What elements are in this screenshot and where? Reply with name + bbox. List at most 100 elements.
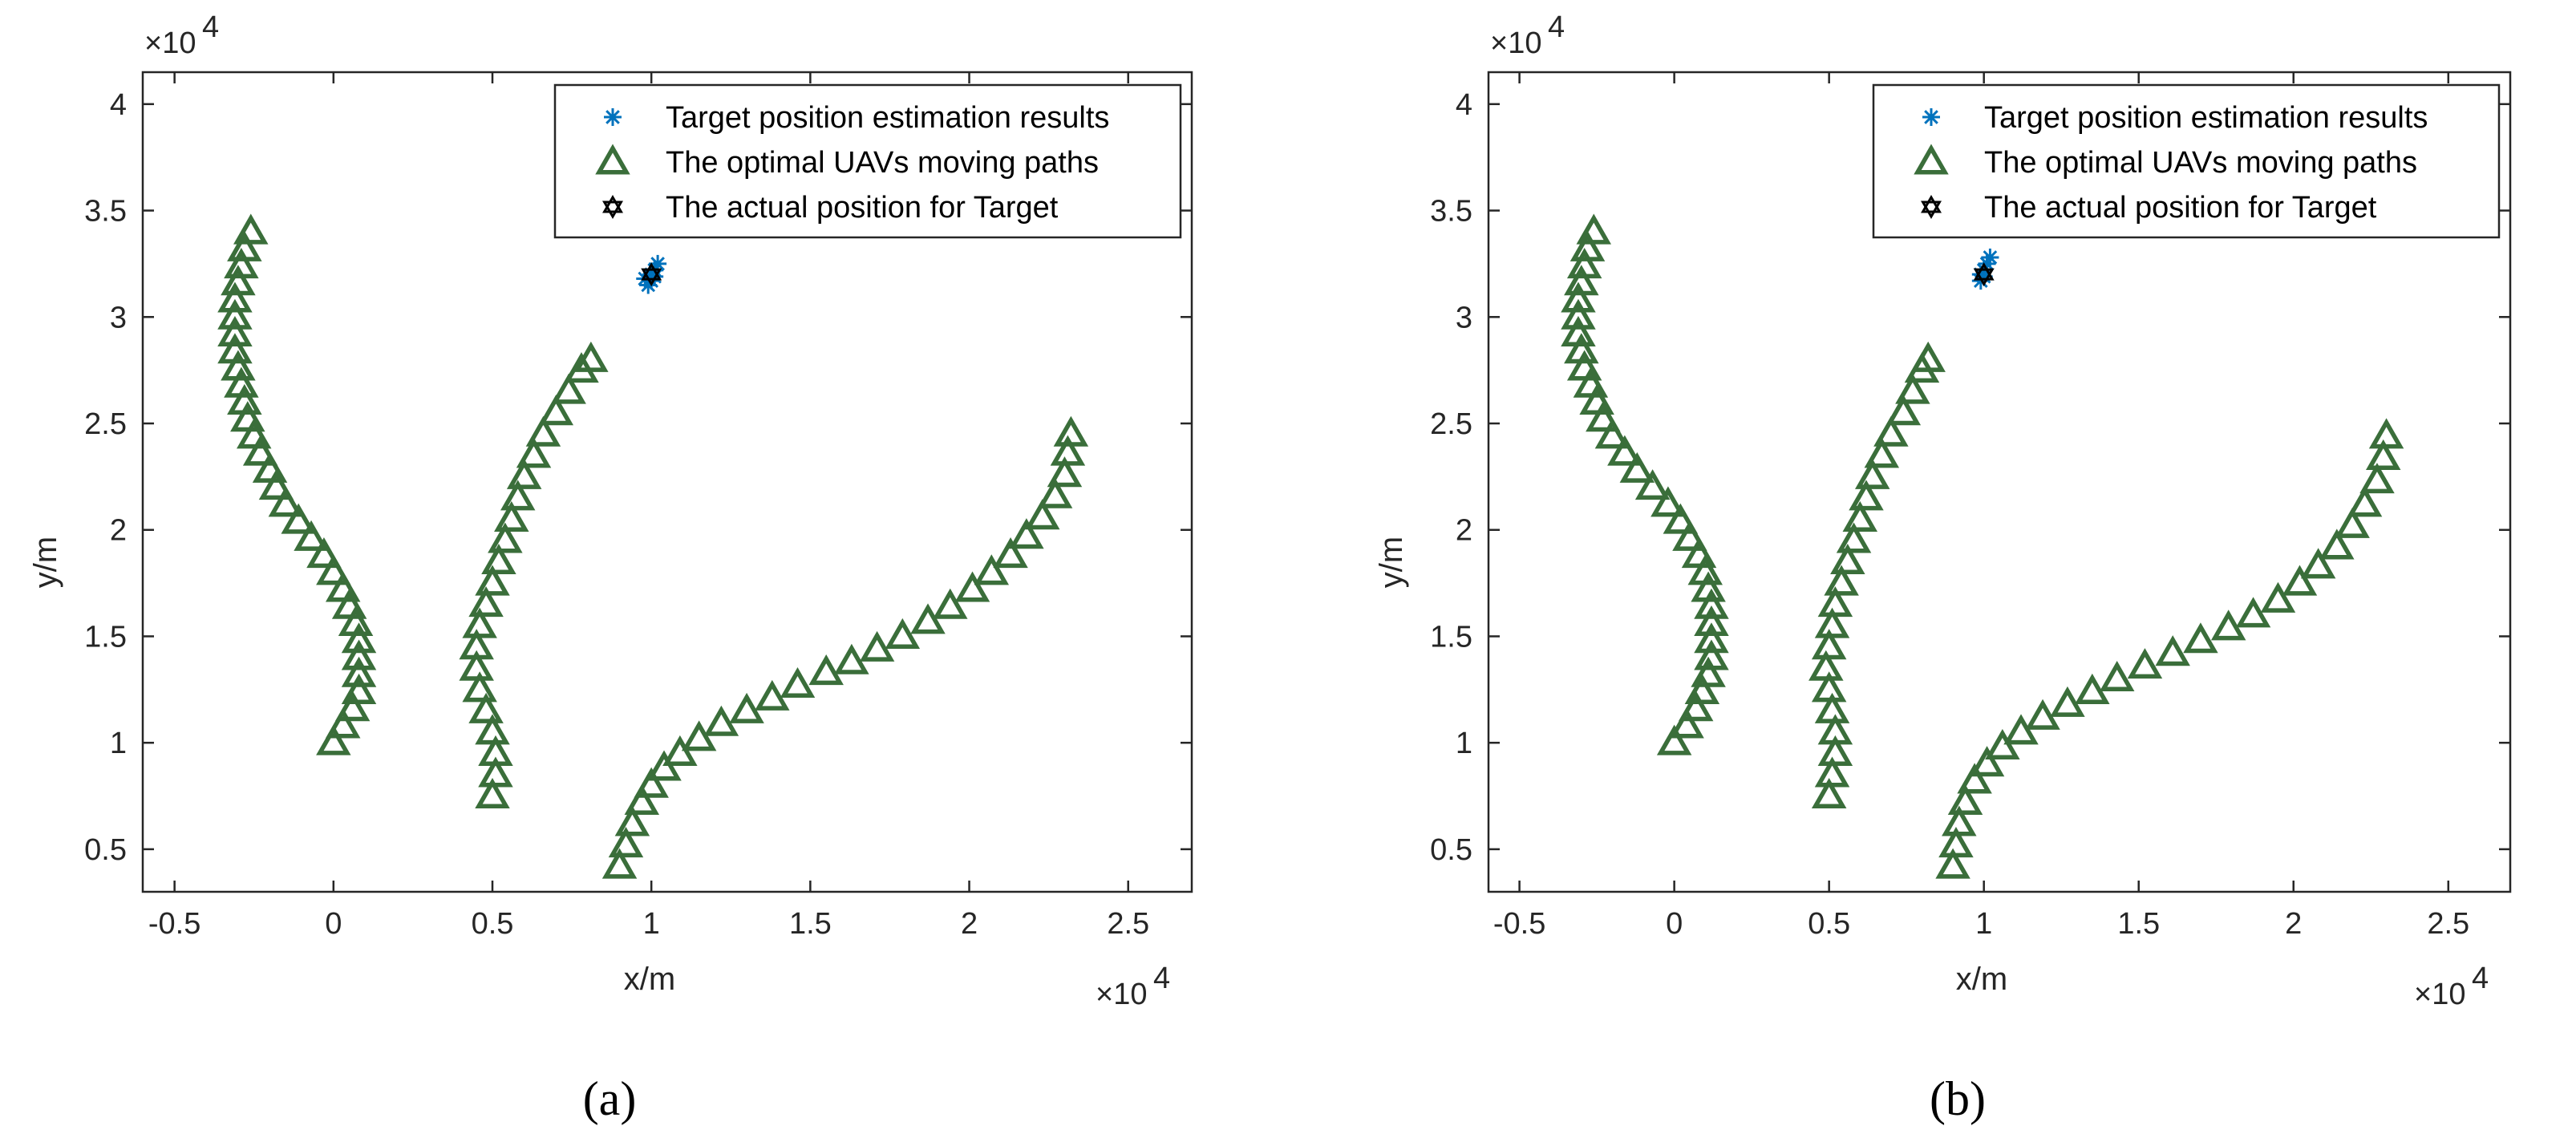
triangle-marker [233,213,269,245]
x-tick-label: 1 [643,907,660,941]
x-tick-label: 2 [961,907,978,941]
x-tick-label: 0.5 [1808,907,1850,941]
y-axis-label: y/m [28,537,63,588]
x-axis-label: x/m [624,962,675,997]
triangle-marker [217,315,253,347]
triangle-marker [475,565,510,596]
triangle-marker [230,401,265,432]
triangle-marker [1681,537,1717,569]
triangle-marker [1561,281,1596,313]
triangle-marker [1864,437,1900,468]
y-tick-label: 0.5 [84,833,127,867]
y-tick-label: 2.5 [1430,407,1472,441]
x-tick-label: 2.5 [2427,907,2469,941]
x-tick-label: 2 [2285,907,2302,941]
triangle-marker [2282,565,2318,596]
y-tick-label: 2.5 [84,407,127,441]
uav-path [1808,341,1946,809]
triangle-marker [1808,650,1844,681]
triangle-marker [2127,648,2163,679]
triangle-marker [2319,529,2355,560]
y-tick-label: 1.5 [84,620,127,654]
triangle-marker [2025,699,2060,730]
triangle-marker [1607,435,1642,466]
legend-entry-label: The optimal UAVs moving paths [666,146,1099,180]
y-tick-label: 3.5 [1430,195,1472,229]
triangle-marker [221,350,256,381]
triangle-marker [2099,661,2135,692]
triangle-marker [1691,571,1726,602]
triangle-marker [525,415,561,447]
triangle-marker [662,735,698,766]
triangle-marker [885,618,921,649]
triangle-marker [217,333,253,364]
triangle-marker [601,848,638,879]
triangle-marker [478,756,513,788]
panel-caption: (b) [1930,1072,1986,1125]
series-asterisk [636,254,667,294]
triangle-marker [2003,714,2039,745]
triangle-marker [1579,383,1614,415]
triangle-marker [573,341,609,372]
triangle-marker [1024,499,1060,530]
triangle-marker [1811,629,1847,660]
triangle-marker [258,469,294,500]
uav-path [601,415,1089,879]
triangle-marker [1895,373,1930,404]
triangle-marker [500,480,536,511]
triangle-marker [1586,401,1621,432]
triangle-marker [2300,548,2336,579]
y-tick-label: 3 [1456,301,1472,334]
triangle-marker [1594,418,1630,449]
uav-path [459,341,609,809]
triangle-marker [1053,415,1089,447]
triangle-marker [1694,588,1729,619]
y-multiplier-exponent: 4 [202,10,219,44]
triangle-marker [1569,230,1606,261]
x-multiplier: ×10 [1096,978,1147,1011]
triangle-marker [281,503,316,534]
triangle-marker [2210,609,2246,641]
triangle-marker [1691,656,1726,687]
triangle-marker [462,607,497,638]
triangle-marker [1047,456,1083,488]
uav-path [217,213,377,755]
y-tick-label: 3.5 [84,195,127,229]
triangle-marker [551,373,586,404]
triangle-marker [1814,692,1850,723]
triangle-marker [2368,418,2404,449]
triangle-marker [2050,686,2085,717]
hexagram-marker [1973,262,1995,287]
triangle-marker [334,690,371,722]
x-tick-label: -0.5 [148,907,200,941]
triangle-marker [1566,350,1602,381]
triangle-marker [1935,848,1970,879]
triangle-marker [516,437,552,468]
triangle-marker [2365,439,2401,470]
triangle-marker [910,603,946,634]
y-tick-label: 4 [110,88,127,122]
triangle-marker [1687,554,1723,585]
triangle-marker [1694,605,1729,637]
y-tick-label: 1 [110,727,127,760]
legend-entry-label: The optimal UAVs moving paths [1984,146,2417,180]
triangle-marker [468,586,504,618]
series-triangle [217,213,1089,879]
triangle-marker [1694,622,1729,654]
triangle-marker [1817,735,1853,766]
legend: Target position estimation results The op… [553,83,1182,239]
triangle-marker [462,671,497,703]
triangle-marker [1836,522,1872,553]
triangle-marker [1576,213,1611,245]
hexagram-marker [641,262,662,287]
triangle-marker [1634,469,1671,500]
triangle-marker [681,720,717,751]
x-tick-label: 1 [1975,907,1992,941]
triangle-marker [859,630,895,662]
x-multiplier: ×10 [2414,978,2465,1011]
uav-path [1935,418,2404,879]
triangle-marker [1009,518,1044,549]
triangle-marker [1830,544,1865,575]
triangle-marker [2359,463,2395,494]
y-tick-label: 1 [1456,727,1472,760]
